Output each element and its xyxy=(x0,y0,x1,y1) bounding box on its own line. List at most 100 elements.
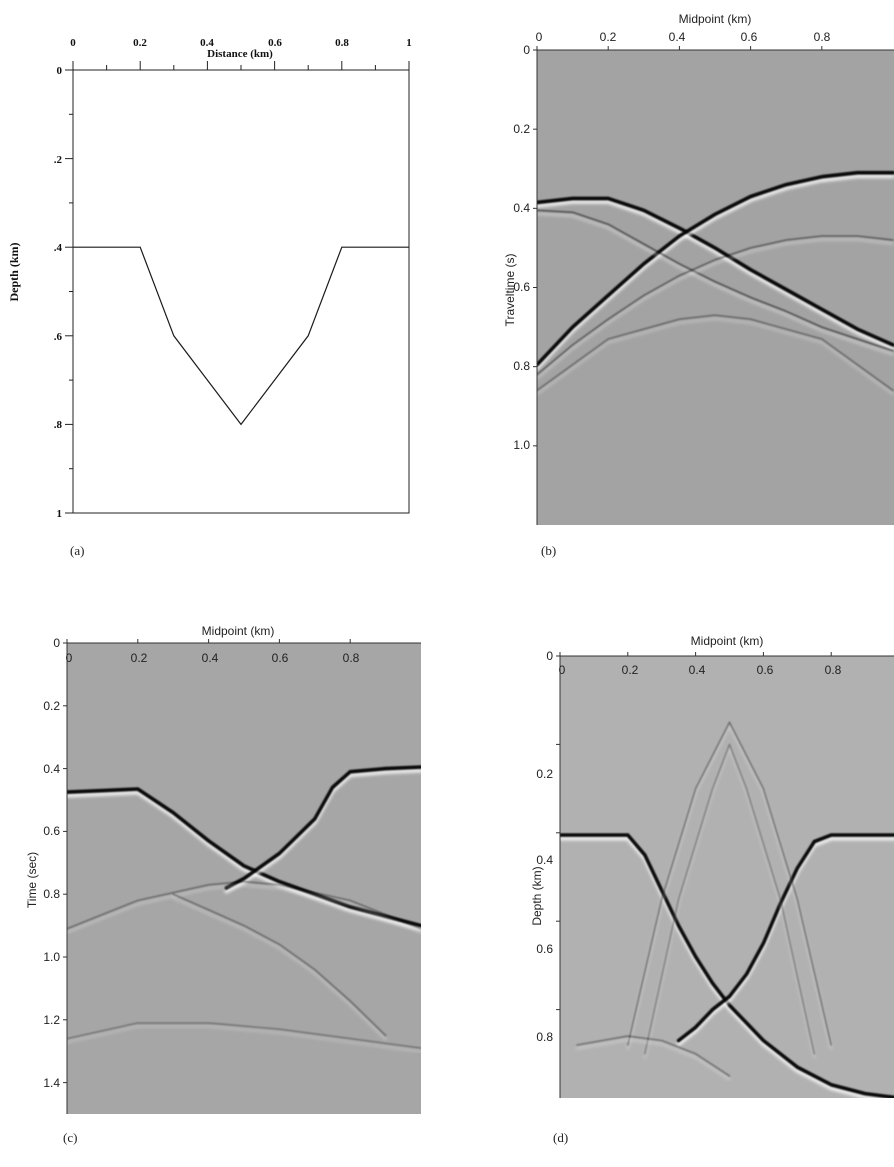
panel-d-ticks xyxy=(556,652,832,1011)
panel-c-y-tick-labels: 0 0.2 0.4 0.6 0.8 1.0 1.2 1.4 xyxy=(43,636,60,1090)
y-tick-label: 0 xyxy=(53,636,60,650)
panel-d-x-tick-labels: 0 0.2 0.4 0.6 0.8 xyxy=(559,663,842,677)
x-tick-label: 0.8 xyxy=(825,663,842,677)
reflection-halo xyxy=(67,790,421,931)
x-tick-label: 0.4 xyxy=(689,663,706,677)
reflection-event xyxy=(224,765,421,890)
panel-a-tag: (a) xyxy=(70,543,84,558)
x-tick-label: 0.2 xyxy=(133,37,147,49)
x-tick-label: 0.8 xyxy=(335,37,349,49)
reflection-event xyxy=(537,196,894,347)
panel-a-y-axis-label: Depth (km) xyxy=(7,242,21,301)
y-tick-label: .4 xyxy=(54,242,63,254)
x-tick-label: 0.4 xyxy=(669,30,686,44)
x-tick-label: 0.2 xyxy=(622,663,639,677)
x-tick-label: 0.6 xyxy=(741,30,758,44)
y-tick-label: .6 xyxy=(54,331,63,343)
reflection-halo xyxy=(560,836,886,1098)
x-tick-label: 0.4 xyxy=(202,651,219,665)
reflection-halo xyxy=(537,212,894,356)
x-tick-label: 0.2 xyxy=(600,30,617,44)
panel-b-title: Midpoint (km) xyxy=(679,12,752,26)
panel-c-events xyxy=(67,765,421,1053)
x-tick-label: 0 xyxy=(536,30,543,44)
reflection-event xyxy=(537,235,894,376)
reflection-event xyxy=(537,314,894,392)
panel-d-tag: (d) xyxy=(553,1130,568,1145)
reflection-halo xyxy=(537,174,894,370)
panel-d-y-axis-label: Depth (km) xyxy=(530,866,544,925)
reflection-event xyxy=(67,1022,421,1049)
y-tick-label: 0.4 xyxy=(513,201,530,215)
reflection-event xyxy=(67,787,421,928)
panel-a-x-tick-labels: 0 0.2 0.4 0.6 0.8 1 xyxy=(70,37,412,49)
y-tick-label: 0.8 xyxy=(513,359,530,373)
reflection-halo xyxy=(537,317,894,395)
y-tick-label: 0.8 xyxy=(536,1030,553,1044)
panel-d-title: Midpoint (km) xyxy=(691,634,764,648)
x-tick-label: 1 xyxy=(406,37,412,49)
panel-a-y-tick-labels: 0 .2 .4 .6 .8 1 xyxy=(54,65,63,520)
x-tick-label: 0 xyxy=(70,37,76,49)
y-tick-label: 1.0 xyxy=(43,950,60,964)
reflection-halo xyxy=(67,1025,421,1053)
panel-b-ticks xyxy=(533,46,823,447)
reflection-event xyxy=(676,833,894,1043)
x-tick-label: 0.6 xyxy=(268,37,282,49)
panel-c-x-tick-labels: 0 0.2 0.4 0.6 0.8 xyxy=(66,651,360,665)
panel-a-ticks xyxy=(65,61,410,514)
x-tick-label: 0.8 xyxy=(814,30,831,44)
y-tick-label: .2 xyxy=(54,154,63,166)
reflection-halo xyxy=(172,896,387,1040)
reflection-event xyxy=(576,1035,731,1077)
y-tick-label: 0 xyxy=(546,649,553,663)
reflection-event xyxy=(172,893,387,1037)
y-tick-label: 0.6 xyxy=(513,280,530,294)
y-tick-label: .8 xyxy=(54,419,63,431)
x-tick-label: 0.6 xyxy=(272,651,289,665)
panel-d-y-tick-labels: 0 0.2 0.4 0.6 0.8 xyxy=(536,649,553,1044)
y-tick-label: 0 xyxy=(57,65,63,77)
x-tick-label: 0 xyxy=(66,651,73,665)
panel-a: Distance (km) Depth (km) 0 0.2 0.4 0.6 0… xyxy=(7,37,412,558)
x-tick-label: 0.6 xyxy=(757,663,774,677)
y-tick-label: 0.6 xyxy=(536,942,553,956)
y-tick-label: 1.0 xyxy=(513,438,530,452)
panel-d-plot-background xyxy=(560,656,894,1098)
panel-b-x-tick-labels: 0 0.2 0.4 0.6 0.8 xyxy=(536,30,831,44)
panel-b: Midpoint (km) Traveltime (s) 0 0.2 0.4 0… xyxy=(503,12,894,558)
y-tick-label: 0.4 xyxy=(43,762,60,776)
reflection-event xyxy=(67,880,421,930)
interface-line xyxy=(73,246,409,426)
panel-c-title: Midpoint (km) xyxy=(202,624,275,638)
reflection-event xyxy=(627,721,832,1046)
panel-b-tag: (b) xyxy=(541,543,556,558)
y-tick-label: 0.2 xyxy=(536,767,553,781)
reflection-event xyxy=(560,833,894,1098)
panel-b-y-axis-label: Traveltime (s) xyxy=(503,254,517,327)
y-tick-label: 0.2 xyxy=(43,699,60,713)
y-tick-label: 0.8 xyxy=(43,887,60,901)
panel-b-events xyxy=(537,170,894,395)
panel-a-plot-frame xyxy=(72,69,410,514)
panel-a-title: Distance (km) xyxy=(207,48,273,60)
panel-c: Midpoint (km) Time (sec) 0 0.2 0.4 0.6 0… xyxy=(25,624,421,1145)
x-tick-label: 0.4 xyxy=(200,37,214,49)
y-tick-label: 0.2 xyxy=(513,122,530,136)
y-tick-label: 0 xyxy=(523,43,530,57)
panel-b-y-tick-labels: 0 0.2 0.4 0.6 0.8 1.0 xyxy=(513,43,530,452)
x-tick-label: 0.2 xyxy=(131,651,148,665)
reflection-halo xyxy=(67,884,421,934)
x-tick-label: 0.8 xyxy=(343,651,360,665)
panel-c-ticks xyxy=(63,639,351,1084)
y-tick-label: 0.4 xyxy=(536,853,553,867)
reflection-halo xyxy=(576,1038,731,1081)
y-tick-label: 1 xyxy=(57,508,63,520)
panel-c-tag: (c) xyxy=(63,1130,77,1145)
x-tick-label: 0 xyxy=(559,663,566,677)
reflection-event xyxy=(644,743,816,1055)
panel-a-series xyxy=(73,246,409,426)
panel-d-events xyxy=(560,721,894,1098)
panel-c-y-axis-label: Time (sec) xyxy=(25,852,39,908)
